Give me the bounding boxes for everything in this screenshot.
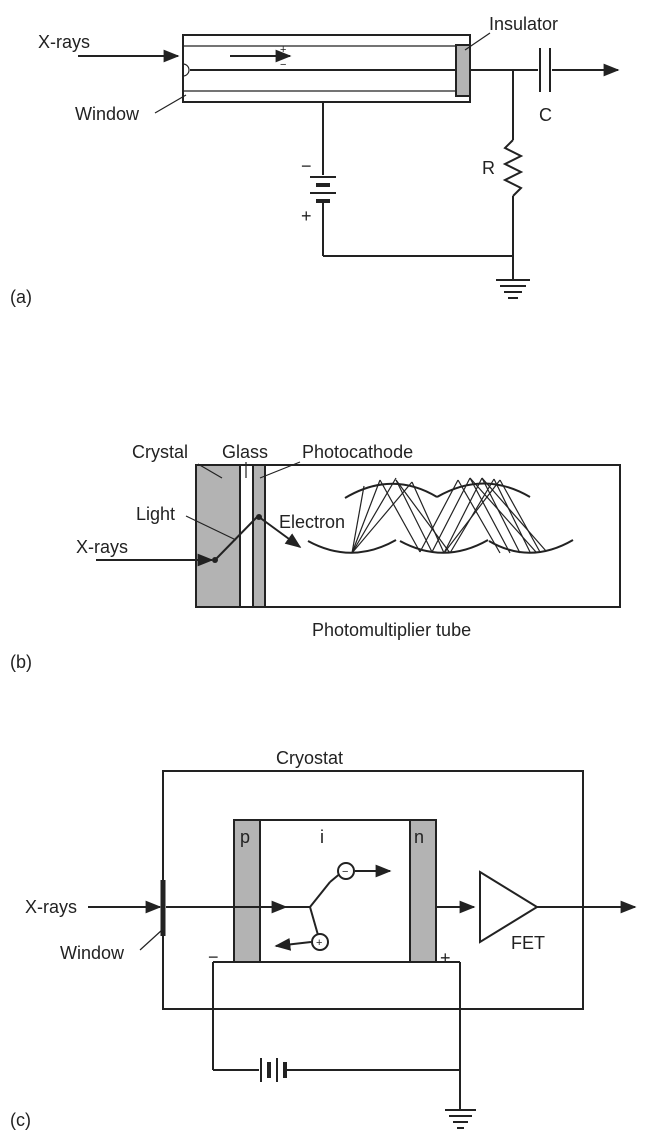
n-layer	[409, 819, 437, 963]
cryostat-label: Cryostat	[276, 748, 343, 768]
light-path	[214, 516, 258, 561]
n-label: n	[414, 827, 424, 847]
electron-icon	[337, 862, 355, 880]
p-label: p	[240, 827, 250, 847]
xrays-label-a: X-rays	[38, 32, 90, 52]
minus-small-label: −	[280, 59, 286, 71]
dynodes	[307, 482, 574, 554]
bias-battery-icon	[260, 1058, 287, 1082]
xrays-label-c: X-rays	[25, 897, 77, 917]
window-label-a: Window	[75, 104, 140, 124]
panel-c-semiconductor-detector: − + Cryostat X-rays Window	[10, 748, 637, 1130]
crystal	[195, 464, 241, 608]
panel-a-tag: (a)	[10, 287, 32, 307]
photocathode-label: Photocathode	[302, 442, 413, 462]
ground-icon	[496, 279, 530, 299]
photomultiplier-tube	[264, 464, 621, 608]
capacitor-label: C	[539, 105, 552, 125]
glass	[239, 464, 254, 608]
insulator	[455, 44, 471, 97]
insulator-label: Insulator	[489, 14, 558, 34]
crystal-label: Crystal	[132, 442, 188, 462]
battery-icon	[310, 176, 336, 203]
counter-tube	[182, 34, 471, 103]
battery-plus-label: +	[301, 206, 312, 226]
fet-amplifier	[479, 870, 539, 944]
panel-a-proportional-counter: X-rays Window Insulator C R + − − + (a)	[10, 14, 620, 307]
xrays-label-b: X-rays	[76, 537, 128, 557]
panel-b-tag: (b)	[10, 652, 32, 672]
i-label: i	[320, 827, 324, 847]
electron-sign: −	[342, 866, 348, 878]
plus-small-label: +	[280, 44, 286, 56]
glass-label: Glass	[222, 442, 268, 462]
window-mark	[182, 63, 190, 77]
light-label: Light	[136, 504, 175, 524]
intrinsic-region	[233, 819, 437, 963]
bias-minus-label: −	[208, 947, 219, 967]
ground-icon-c	[445, 1109, 476, 1129]
fet-label: FET	[511, 933, 545, 953]
resistor	[502, 139, 524, 197]
electron-path	[258, 516, 302, 548]
window-label-c: Window	[60, 943, 125, 963]
panel-b-scintillation-counter: Crystal Glass Photocathode Light X-rays …	[10, 442, 621, 672]
resistor-label: R	[482, 158, 495, 178]
electron-label: Electron	[279, 512, 345, 532]
hole-icon	[311, 933, 329, 951]
tube-label: Photomultiplier tube	[312, 620, 471, 640]
photocathode	[252, 464, 266, 608]
panel-c-tag: (c)	[10, 1110, 31, 1130]
p-layer	[233, 819, 261, 963]
hole-sign: +	[316, 937, 322, 949]
bias-plus-label: +	[440, 948, 451, 968]
electron-cascade	[351, 477, 547, 554]
battery-minus-label: −	[301, 156, 312, 176]
